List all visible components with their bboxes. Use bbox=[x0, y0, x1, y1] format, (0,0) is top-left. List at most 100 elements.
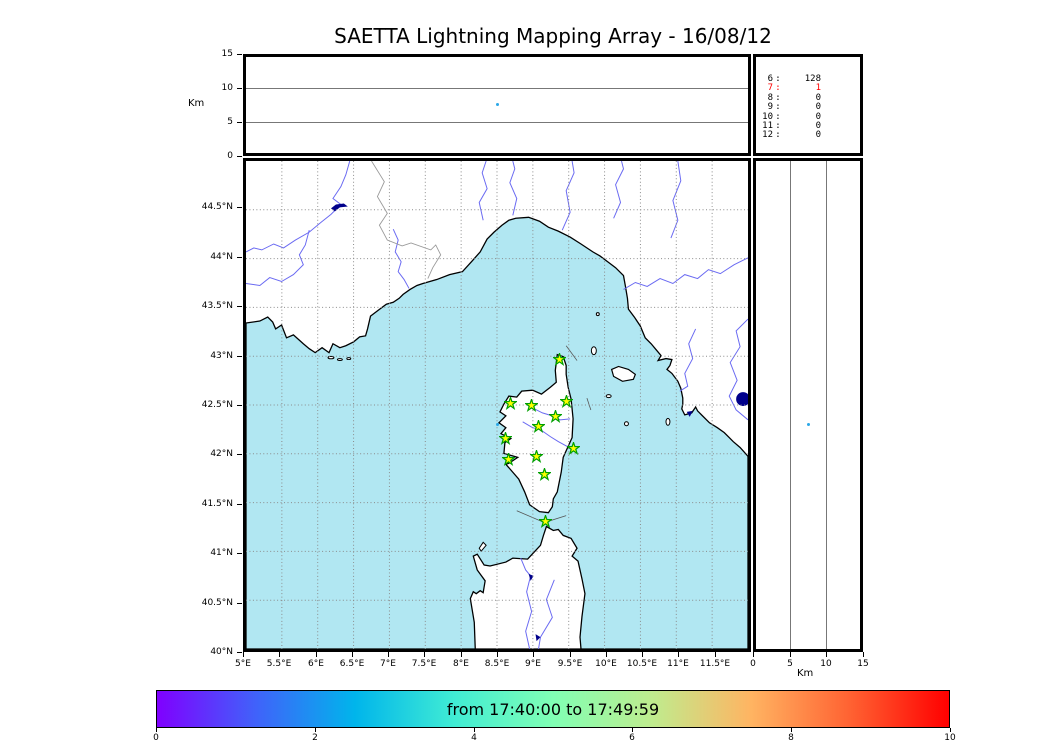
asinara-island bbox=[478, 541, 487, 553]
lightning-source-dot bbox=[806, 423, 810, 427]
map-lon-tick-label: 6.5°E bbox=[339, 659, 365, 669]
map-lon-tick bbox=[279, 652, 280, 657]
lightning-source-dot bbox=[495, 102, 499, 106]
map-lat-tick-label: 43°N bbox=[210, 351, 233, 361]
map-lon-tick bbox=[316, 652, 317, 657]
top-panel-ytick bbox=[237, 88, 242, 89]
station-marker bbox=[525, 398, 539, 412]
altitude-count-cell: 1 bbox=[815, 83, 821, 94]
top-panel-ytick-label: 10 bbox=[221, 83, 233, 93]
map-lon-tick-label: 10.5°E bbox=[626, 659, 658, 669]
colorbar-tick-label: 6 bbox=[629, 733, 635, 743]
map-gridlines bbox=[246, 161, 748, 649]
map-lon-tick bbox=[424, 652, 425, 657]
top-panel-ytick-label: 5 bbox=[227, 117, 233, 127]
map-lat-tick-label: 44°N bbox=[210, 252, 233, 262]
right-panel-xtick-label: 5 bbox=[787, 659, 793, 669]
top-panel-ylabel: Km bbox=[188, 98, 205, 109]
colorbar-tick bbox=[632, 728, 633, 732]
station-marker bbox=[538, 467, 552, 481]
altitude-count-cell: 12 bbox=[762, 130, 773, 141]
altitude-count-cell: : bbox=[775, 111, 781, 122]
sea-mediterranean bbox=[246, 216, 748, 649]
altitude-count-cell: 10 bbox=[762, 111, 773, 122]
altitude-count-cell: 6 bbox=[767, 74, 773, 84]
right-panel-xtick bbox=[826, 652, 827, 657]
latitude-altitude-panel bbox=[753, 158, 863, 652]
right-panel-xtick-label: 15 bbox=[857, 659, 869, 669]
map-lon-tick bbox=[570, 652, 571, 657]
altitude-count-cell: 11 bbox=[762, 121, 773, 132]
map-lat-tick bbox=[237, 454, 242, 455]
station-star-icon bbox=[539, 515, 553, 529]
altitude-count-cell: 0 bbox=[815, 121, 821, 132]
station-marker bbox=[529, 449, 543, 463]
colorbar-tick-label: 4 bbox=[471, 733, 477, 743]
colorbar-tick bbox=[315, 728, 316, 732]
map-lat-tick-label: 41.5°N bbox=[201, 499, 233, 509]
altitude-count-cell: 9 bbox=[767, 102, 773, 113]
station-marker bbox=[531, 420, 545, 434]
map-lat-tick bbox=[237, 356, 242, 357]
colorbar-time-range-label: from 17:40:00 to 17:49:59 bbox=[446, 699, 660, 719]
map-lon-tick bbox=[533, 652, 534, 657]
corsica-island bbox=[497, 353, 574, 514]
map-lon-tick-label: 7.5°E bbox=[411, 659, 437, 669]
altitude-count-row: 12: 0 bbox=[757, 130, 857, 141]
map-lon-tick-label: 8°E bbox=[453, 659, 469, 669]
map-lat-tick-label: 42°N bbox=[210, 449, 233, 459]
map-geography bbox=[246, 161, 748, 649]
right-panel-xtick bbox=[753, 652, 754, 657]
altitude-count-cell: 0 bbox=[815, 111, 821, 122]
map-lon-tick-label: 7°E bbox=[380, 659, 396, 669]
map-lat-tick-label: 41°N bbox=[210, 548, 233, 558]
altitude-count-row: 9: 0 bbox=[757, 102, 857, 113]
country-border bbox=[371, 161, 442, 279]
altitude-count-cell: 0 bbox=[815, 92, 821, 103]
map-lon-tick bbox=[461, 652, 462, 657]
page-title: SAETTA Lightning Mapping Array - 16/08/1… bbox=[334, 24, 772, 48]
station-star-icon bbox=[549, 410, 563, 424]
map-lon-tick-label: 5.5°E bbox=[266, 659, 292, 669]
map-panel bbox=[243, 158, 751, 652]
altitude-count-row: 6: 128 bbox=[757, 74, 857, 84]
station-star-icon bbox=[566, 441, 580, 455]
altitude-count-cell: 7 bbox=[767, 83, 773, 94]
colorbar-tick bbox=[791, 728, 792, 732]
right-panel-xtick-label: 10 bbox=[820, 659, 832, 669]
map-lon-tick bbox=[388, 652, 389, 657]
right-panel-gridline bbox=[826, 161, 827, 649]
map-lon-tick-label: 5°E bbox=[235, 659, 251, 669]
right-panel-gridline bbox=[790, 161, 791, 649]
map-lat-tick-label: 44.5°N bbox=[201, 202, 233, 212]
map-lat-tick bbox=[237, 306, 242, 307]
colorbar-tick-label: 0 bbox=[153, 733, 159, 743]
station-star-icon bbox=[499, 432, 513, 446]
small-islands bbox=[327, 312, 671, 427]
right-panel-xlabel: Km bbox=[797, 668, 814, 679]
map-lat-tick bbox=[237, 553, 242, 554]
map-lon-tick-label: 10°E bbox=[595, 659, 617, 669]
station-marker bbox=[502, 452, 516, 466]
map-lon-tick-label: 11°E bbox=[667, 659, 689, 669]
map-lat-tick bbox=[237, 504, 242, 505]
colorbar-tick-label: 10 bbox=[944, 733, 956, 743]
altitude-count-cell: 0 bbox=[815, 102, 821, 113]
altitude-count-row: 11: 0 bbox=[757, 121, 857, 132]
map-lat-tick-label: 43.5°N bbox=[201, 301, 233, 311]
station-marker bbox=[566, 441, 580, 455]
station-marker bbox=[539, 515, 553, 529]
station-marker bbox=[499, 432, 513, 446]
altitude-count-cell: : bbox=[775, 102, 781, 113]
station-star-icon bbox=[531, 420, 545, 434]
altitude-count-cell: : bbox=[775, 130, 781, 141]
station-star-icon bbox=[504, 396, 518, 410]
map-lat-tick-label: 40°N bbox=[210, 647, 233, 657]
station-star-icon bbox=[552, 353, 566, 367]
altitude-count-row: 10: 0 bbox=[757, 111, 857, 122]
top-panel-ytick-label: 15 bbox=[221, 49, 233, 59]
top-panel-gridline bbox=[246, 122, 748, 123]
altitude-count-row: 7: 1 bbox=[757, 83, 857, 94]
altitude-count-cell: 0 bbox=[815, 130, 821, 141]
